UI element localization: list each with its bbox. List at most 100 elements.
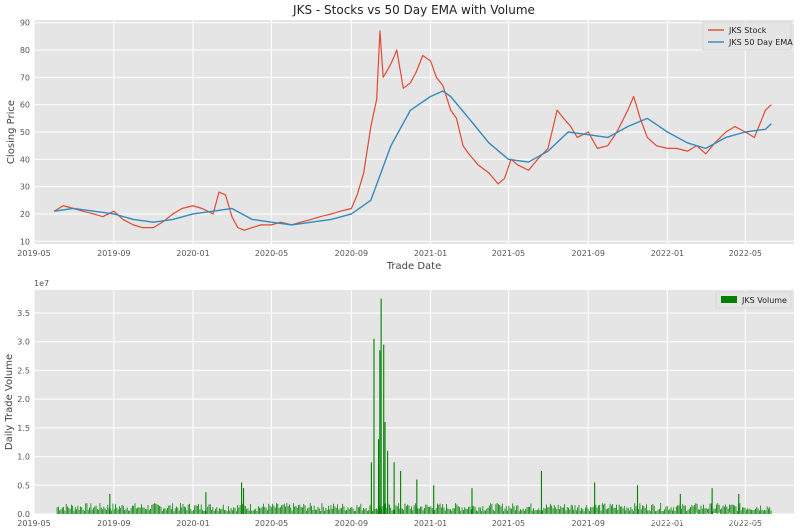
volume-bar-baseline bbox=[435, 508, 437, 514]
volume-bar-baseline bbox=[583, 511, 585, 514]
volume-bar-baseline bbox=[186, 510, 188, 514]
volume-bar-baseline bbox=[309, 503, 311, 514]
volume-bar bbox=[384, 422, 386, 514]
volume-bar-baseline bbox=[167, 507, 168, 514]
volume-bar-baseline bbox=[647, 510, 649, 514]
volume-bar-baseline bbox=[725, 504, 726, 514]
volume-bar-baseline bbox=[129, 510, 131, 514]
volume-bar-baseline bbox=[408, 505, 410, 514]
volume-bar-baseline bbox=[117, 509, 119, 514]
volume-bar-baseline bbox=[169, 505, 171, 514]
volume-bar-baseline bbox=[652, 504, 654, 514]
volume-bar-baseline bbox=[382, 506, 384, 514]
volume-bar-baseline bbox=[342, 503, 344, 514]
volume-bar-baseline bbox=[708, 508, 710, 514]
volume-bar-baseline bbox=[267, 510, 268, 514]
volume-bar-baseline bbox=[302, 507, 303, 514]
volume-bar-baseline bbox=[573, 509, 575, 514]
volume-bar-baseline bbox=[108, 508, 110, 514]
volume-bar-baseline bbox=[604, 503, 606, 514]
volume-bar-baseline bbox=[221, 508, 223, 514]
volume-bar-baseline bbox=[122, 505, 124, 514]
volume-bar-baseline bbox=[592, 506, 594, 514]
volume-bar-baseline bbox=[119, 506, 120, 514]
volume-bar-baseline bbox=[546, 504, 547, 514]
volume-bar-baseline bbox=[452, 508, 454, 514]
volume-bar-baseline bbox=[744, 508, 746, 514]
volume-bar-baseline bbox=[137, 507, 138, 514]
volume-bar-baseline bbox=[630, 506, 632, 514]
volume-bar-baseline bbox=[346, 509, 347, 514]
volume-bar-baseline bbox=[745, 510, 747, 514]
volume-bar-baseline bbox=[268, 503, 270, 514]
volume-bar-baseline bbox=[128, 510, 129, 514]
volume-bar-baseline bbox=[465, 508, 467, 514]
volume-x-tick-label: 2022-01 bbox=[651, 519, 684, 528]
volume-bar-baseline bbox=[483, 510, 485, 514]
volume-bar bbox=[416, 479, 418, 514]
volume-bar-baseline bbox=[130, 507, 132, 514]
volume-bar-baseline bbox=[766, 506, 768, 514]
volume-bar-baseline bbox=[312, 509, 314, 514]
volume-bar-baseline bbox=[479, 507, 481, 514]
volume-bar-baseline bbox=[180, 503, 181, 514]
volume-bar-baseline bbox=[492, 509, 494, 514]
volume-bar-baseline bbox=[585, 507, 586, 514]
volume-bar-baseline bbox=[426, 505, 428, 514]
volume-bars bbox=[56, 298, 772, 514]
volume-bar-baseline bbox=[603, 504, 604, 514]
volume-bar-baseline bbox=[633, 511, 634, 514]
volume-bar-baseline bbox=[731, 504, 733, 514]
volume-bar-baseline bbox=[86, 503, 88, 514]
volume-bar-baseline bbox=[716, 504, 717, 514]
volume-bar-baseline bbox=[269, 505, 271, 514]
volume-bar-baseline bbox=[285, 506, 286, 514]
volume-bar-baseline bbox=[147, 505, 149, 514]
volume-bar-baseline bbox=[752, 510, 754, 514]
volume-bar-baseline bbox=[112, 503, 114, 514]
volume-bar bbox=[377, 439, 380, 514]
volume-bar-baseline bbox=[329, 509, 331, 514]
volume-bar-baseline bbox=[233, 507, 235, 514]
volume-bar-baseline bbox=[417, 508, 419, 514]
volume-bar-baseline bbox=[464, 507, 466, 514]
volume-bar-baseline bbox=[743, 507, 745, 514]
volume-bar-baseline bbox=[157, 505, 159, 514]
volume-bar-baseline bbox=[303, 503, 305, 514]
volume-bar-baseline bbox=[570, 504, 572, 514]
volume-bar-baseline bbox=[95, 505, 97, 514]
volume-bar-baseline bbox=[690, 507, 691, 514]
volume-bar-baseline bbox=[76, 509, 77, 514]
volume-bar-baseline bbox=[509, 508, 511, 514]
volume-bar-baseline bbox=[242, 503, 244, 514]
volume-bar-baseline bbox=[124, 510, 126, 514]
volume-y-tick-label: 0.5 bbox=[17, 481, 30, 490]
volume-bar-baseline bbox=[116, 507, 118, 514]
volume-bar-baseline bbox=[437, 503, 438, 514]
volume-bar-baseline bbox=[660, 502, 662, 514]
volume-bar-baseline bbox=[106, 509, 107, 514]
volume-bar-baseline bbox=[666, 506, 668, 514]
volume-x-tick-label: 2021-01 bbox=[414, 519, 447, 528]
volume-bar-baseline bbox=[340, 507, 342, 514]
volume-bar-baseline bbox=[304, 505, 306, 514]
volume-bar-baseline bbox=[494, 511, 495, 514]
volume-bar-baseline bbox=[63, 507, 65, 514]
volume-bar-baseline bbox=[213, 510, 215, 514]
price-y-tick-label: 60 bbox=[20, 101, 30, 110]
price-x-tick-label: 2021-01 bbox=[414, 249, 447, 258]
volume-bar-baseline bbox=[172, 503, 174, 514]
volume-bar-baseline bbox=[614, 508, 616, 514]
volume-bar-baseline bbox=[392, 509, 394, 514]
volume-bar-baseline bbox=[338, 509, 340, 514]
volume-bar-baseline bbox=[274, 507, 276, 514]
volume-bar-baseline bbox=[189, 503, 190, 514]
volume-bar-baseline bbox=[442, 504, 444, 514]
volume-chart: 0.00.51.01.52.02.53.03.5 2019-05 2019-09 2… bbox=[4, 279, 794, 528]
volume-bar-baseline bbox=[61, 507, 63, 514]
volume-bar-baseline bbox=[455, 503, 457, 514]
volume-bar-baseline bbox=[527, 506, 529, 514]
volume-bar-baseline bbox=[160, 506, 162, 514]
volume-bar-baseline bbox=[218, 508, 220, 514]
volume-bar-baseline bbox=[83, 510, 85, 514]
